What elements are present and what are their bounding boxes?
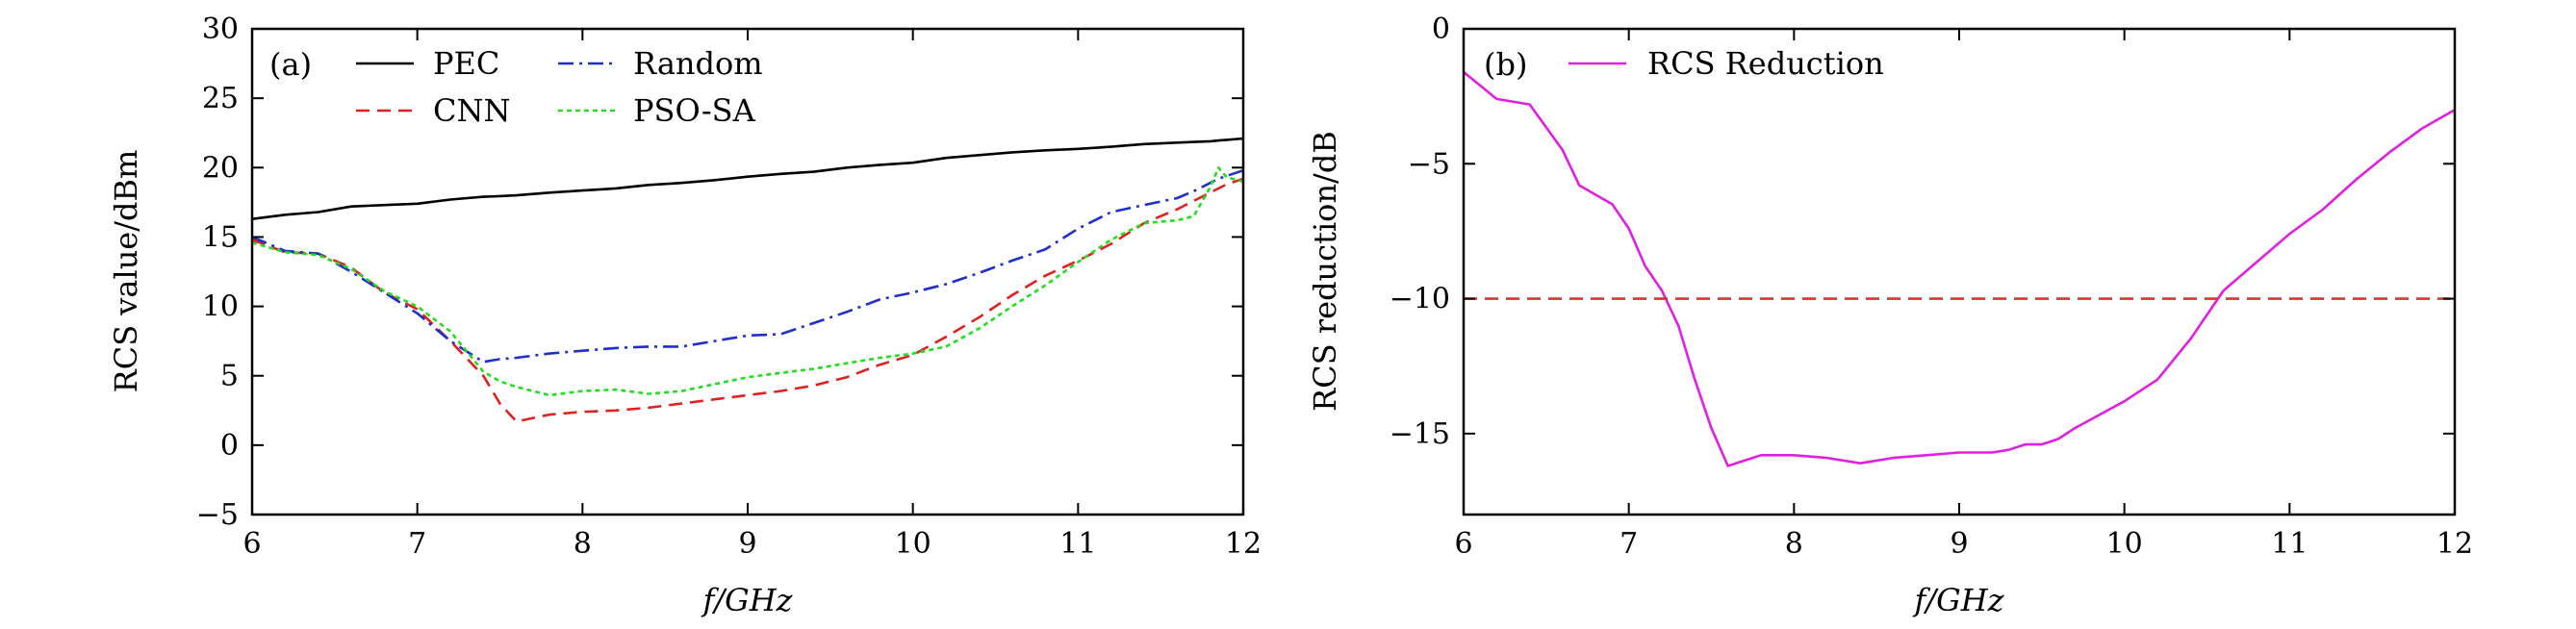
legend-label-random: Random [633,45,763,82]
y-tick-label-a-3: 10 [202,290,239,324]
legend-label-pso-sa: PSO-SA [633,92,756,129]
y-tick-label-a-2: 5 [220,360,239,393]
panel-b-x-axis-title: f/GHz [1913,582,2005,618]
panel-a-series-group [251,137,1244,423]
series-line-random [251,168,1244,364]
legend-label-cnn: CNN [433,92,510,129]
panel-a: 6 7 8 9 10 11 12 −5 0 5 10 15 20 25 30 (a) f/GHz RCS … [108,13,1262,618]
y-tick-label-a-7: 30 [202,13,239,46]
x-tick-label-a-7: 7 [408,527,426,561]
x-tick-label-b-12: 12 [2436,527,2473,561]
x-tick-label-a-12: 12 [1225,527,1262,561]
series-line-pso-sa [251,166,1244,397]
panel-b-frame [1462,27,2457,516]
y-tick-label-a-0: −5 [196,498,239,532]
x-tick-label-a-6: 6 [242,527,261,561]
panel-b: 6 7 8 9 10 11 12 −15 −10 −5 0 (b) f/GHz RCS reduc… [1307,13,2473,618]
x-tick-label-a-9: 9 [738,527,756,561]
y-tick-label-a-4: 15 [202,220,239,254]
panel-a-y-ticks: −5 0 5 10 15 20 25 30 [196,13,1243,532]
series-line-rcs-reduction [1463,70,2456,467]
y-tick-label-a-5: 20 [202,151,239,185]
panel-a-label: (a) [269,46,312,83]
x-tick-label-a-11: 11 [1059,527,1096,561]
series-line-cnn [251,177,1244,423]
panel-b-x-ticks: 6 7 8 9 10 11 12 [1454,29,2473,561]
legend-label-pec: PEC [433,45,499,82]
y-tick-label-a-1: 0 [220,429,239,463]
legend-label-rcs-reduction: RCS Reduction [1647,45,1884,82]
panel-b-series-group [1463,70,2456,467]
x-tick-label-b-8: 8 [1785,527,1803,561]
panel-b-y-axis-title: RCS reduction/dB [1307,131,1343,412]
panel-b-legend: RCS Reduction [1569,45,1884,82]
panel-b-y-ticks: −15 −10 −5 0 [1390,13,2455,451]
panel-a-x-axis-title: f/GHz [701,582,794,618]
y-tick-label-b-2: −5 [1408,147,1450,181]
panel-a-legend: PEC Random CNN PSO-SA [356,45,763,129]
panel-a-x-ticks: 6 7 8 9 10 11 12 [242,29,1262,561]
y-tick-label-a-6: 25 [202,82,239,115]
series-line-pec [251,137,1244,220]
y-tick-label-b-0: −15 [1390,417,1450,451]
x-tick-label-b-6: 6 [1454,527,1472,561]
x-tick-label-b-10: 10 [2106,527,2143,561]
y-tick-label-b-1: −10 [1390,283,1450,316]
x-tick-label-b-7: 7 [1620,527,1638,561]
x-tick-label-a-10: 10 [895,527,931,561]
y-tick-label-b-3: 0 [1432,13,1450,46]
panel-a-y-axis-title: RCS value/dBm [108,150,144,393]
panel-b-label: (b) [1484,46,1527,83]
x-tick-label-a-8: 8 [574,527,592,561]
x-tick-label-b-9: 9 [1950,527,1968,561]
x-tick-label-b-11: 11 [2271,527,2308,561]
